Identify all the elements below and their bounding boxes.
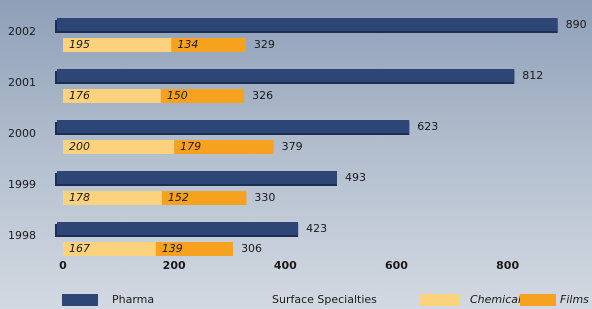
x-tick-label: 800 xyxy=(496,259,519,272)
legend-label: Films xyxy=(560,293,589,306)
total-label: 326 xyxy=(252,89,273,102)
category-label: 2000 xyxy=(8,127,36,140)
x-tick-label: 600 xyxy=(385,259,408,272)
category-label: 2002 xyxy=(8,25,36,38)
legend-label: Chemicals xyxy=(470,293,527,306)
bar xyxy=(57,171,337,184)
x-tick-label: 200 xyxy=(163,259,186,272)
value-label: 423 xyxy=(306,222,327,235)
value-label: 890 xyxy=(566,18,587,31)
segment-label: 179 xyxy=(180,140,201,153)
segment-label: 134 xyxy=(177,38,198,51)
segment-label: 178 xyxy=(69,191,90,204)
segment-label: 139 xyxy=(162,242,183,255)
total-label: 306 xyxy=(241,242,262,255)
segment-label: 167 xyxy=(69,242,90,255)
page: {"chart_data": { "type": "bar", "orienta… xyxy=(0,0,592,309)
bar xyxy=(57,18,558,31)
chart: 0 200 400 600 800 2002 890 195 134 329 2001 812 176 1… xyxy=(0,0,592,309)
total-label: 329 xyxy=(254,38,275,51)
segment-label: 152 xyxy=(168,191,189,204)
category-label: 2001 xyxy=(8,76,36,89)
bar xyxy=(57,69,514,82)
legend-swatch xyxy=(62,294,98,306)
segment-label: 195 xyxy=(69,38,90,51)
segment-label: 176 xyxy=(69,89,90,102)
x-tick-label: 0 xyxy=(59,259,67,272)
segment-label: 200 xyxy=(69,140,90,153)
x-tick-label: 400 xyxy=(274,259,297,272)
category-label: 1999 xyxy=(8,178,36,191)
total-label: 379 xyxy=(282,140,303,153)
bar xyxy=(57,222,298,235)
bar xyxy=(57,120,409,133)
category-label: 1998 xyxy=(8,229,36,242)
value-label: 493 xyxy=(345,171,366,184)
value-label: 812 xyxy=(522,69,543,82)
total-label: 330 xyxy=(254,191,275,204)
legend-label: Pharma xyxy=(112,293,154,306)
segment-label: 150 xyxy=(167,89,188,102)
value-label: 623 xyxy=(417,120,438,133)
legend-swatch xyxy=(420,294,460,306)
legend-swatch xyxy=(520,294,556,306)
legend-label: Surface Specialties xyxy=(272,293,377,306)
